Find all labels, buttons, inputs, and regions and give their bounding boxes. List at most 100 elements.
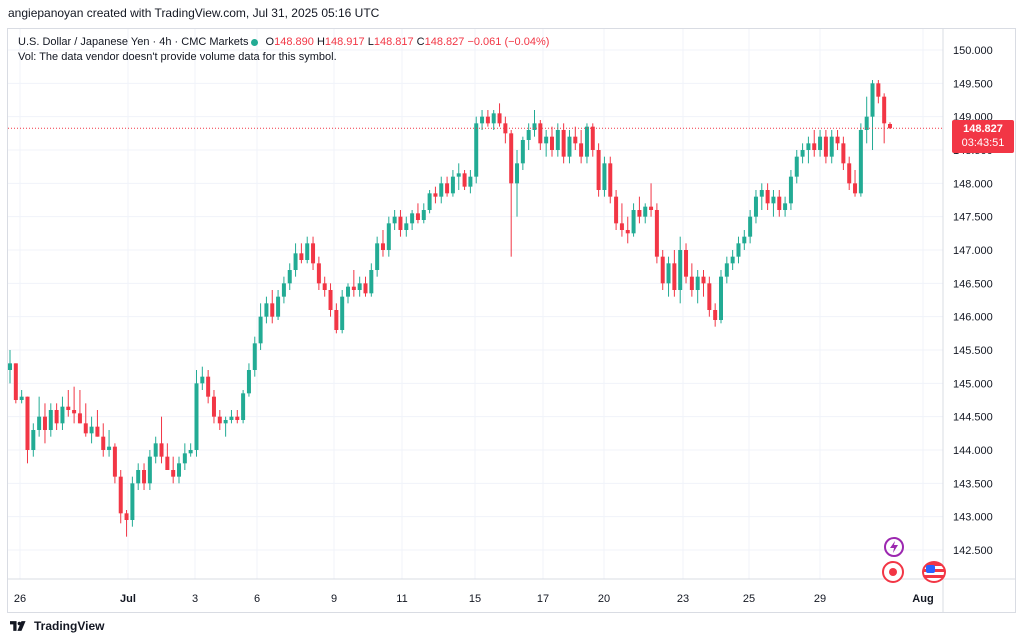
candle-body <box>328 290 333 310</box>
candle-body <box>870 83 875 117</box>
candle-body <box>363 283 368 294</box>
x-tick-label: Aug <box>912 593 933 605</box>
candle-body <box>171 470 176 477</box>
candle-body <box>847 163 852 184</box>
change-value: −0.061 (−0.04%) <box>467 36 550 48</box>
chart-panel[interactable]: 150.000149.500149.000148.500148.000147.5… <box>7 28 1016 613</box>
candle-body <box>264 303 269 317</box>
y-tick-label: 142.500 <box>953 545 993 557</box>
brand-name: TradingView <box>34 619 105 633</box>
candle-body <box>596 150 601 190</box>
candle-body <box>753 196 758 217</box>
candle-body <box>713 310 718 320</box>
y-tick-label: 148.000 <box>953 178 993 190</box>
candle-body <box>142 470 147 484</box>
candle-body <box>433 193 438 197</box>
y-tick-label: 147.500 <box>953 212 993 224</box>
candle-body <box>468 176 473 187</box>
y-tick-label: 145.500 <box>953 345 993 357</box>
candle-body <box>200 376 205 384</box>
candle-body <box>701 276 706 284</box>
y-tick-label: 146.000 <box>953 312 993 324</box>
bar-countdown: 03:43:51 <box>961 137 1005 149</box>
y-tick-label: 149.500 <box>953 78 993 90</box>
x-tick-label: 11 <box>396 593 407 605</box>
candle-body <box>672 263 677 290</box>
x-tick-label: 29 <box>814 593 826 605</box>
candle-body <box>794 156 799 177</box>
symbol-name[interactable]: U.S. Dollar / Japanese Yen · 4h · CMC Ma… <box>18 36 249 48</box>
candle-body <box>515 163 520 184</box>
candle-body <box>217 416 222 424</box>
candle-body <box>526 130 531 140</box>
us-flag-icon[interactable] <box>922 561 946 583</box>
candle-body <box>95 426 100 437</box>
candle-body <box>404 223 409 230</box>
candle-body <box>579 143 584 157</box>
candle-body <box>357 283 362 290</box>
candle-body <box>89 426 94 434</box>
candle-body <box>346 286 351 297</box>
candle-body <box>561 130 566 157</box>
candle-body <box>876 83 881 97</box>
candle-body <box>695 276 700 290</box>
candle-body <box>771 196 776 204</box>
candle-body <box>223 420 228 424</box>
low-value: 148.817 <box>373 36 414 48</box>
candle-body <box>276 296 281 317</box>
candle-body <box>567 136 572 157</box>
x-tick-label: 23 <box>677 593 689 605</box>
candle-body <box>380 243 385 250</box>
x-tick-label: 25 <box>743 593 755 605</box>
candle-body <box>864 116 869 130</box>
candle-body <box>829 136 834 157</box>
candle-body <box>841 143 846 164</box>
candle-body <box>788 176 793 204</box>
last-price-value: 148.827 <box>963 123 1003 135</box>
x-tick-label: 20 <box>598 593 610 605</box>
candle-body <box>130 483 135 520</box>
candle-body <box>532 123 537 130</box>
candle-body <box>322 283 327 290</box>
candle-body <box>19 396 24 400</box>
candle-body <box>31 430 36 450</box>
candle-body <box>666 263 671 284</box>
candle-body <box>211 396 216 417</box>
candle-body <box>305 243 310 260</box>
candle-body <box>194 383 199 450</box>
candle-body <box>48 410 53 430</box>
high-label: H <box>316 36 325 48</box>
candle-body <box>107 446 112 450</box>
candlestick-chart[interactable]: 150.000149.500149.000148.500148.000147.5… <box>8 29 1015 612</box>
candle-body <box>66 406 71 410</box>
candle-body <box>421 210 426 220</box>
candle-body <box>299 253 304 260</box>
lightning-icon[interactable] <box>884 537 904 557</box>
candle-body <box>229 416 234 420</box>
y-tick-label: 143.500 <box>953 478 993 490</box>
tradingview-logo-icon <box>10 621 26 631</box>
candle-body <box>456 173 461 177</box>
candle-body <box>584 126 589 157</box>
x-tick-label: Jul <box>120 593 136 605</box>
close-value: 148.827 <box>424 36 465 48</box>
candle-body <box>316 263 321 284</box>
footer-brand: TradingView <box>10 619 104 633</box>
candle-body <box>759 190 764 197</box>
candle-body <box>643 206 648 217</box>
volume-note: Vol: The data vendor doesn't provide vol… <box>18 51 337 63</box>
candle-body <box>25 396 30 450</box>
candle-body <box>462 173 467 187</box>
candle-body <box>112 446 117 477</box>
candle-body <box>415 213 420 220</box>
candle-body <box>450 176 455 194</box>
candle-body <box>165 456 170 470</box>
x-tick-label: 17 <box>537 593 549 605</box>
candle-body <box>124 513 129 520</box>
candle-body <box>410 213 415 224</box>
candle-body <box>806 143 811 150</box>
event-flag-icon[interactable] <box>882 561 904 583</box>
candle-body <box>369 270 374 294</box>
candle-body <box>136 470 141 484</box>
candle-body <box>888 124 892 129</box>
